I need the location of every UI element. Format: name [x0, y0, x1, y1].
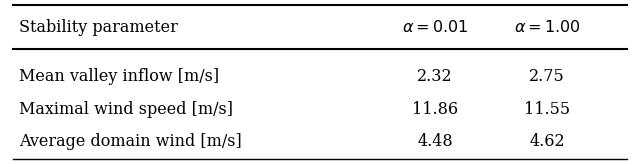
Text: $\alpha = 0.01$: $\alpha = 0.01$	[402, 19, 468, 36]
Text: Mean valley inflow [m/s]: Mean valley inflow [m/s]	[19, 68, 220, 85]
Text: Maximal wind speed [m/s]: Maximal wind speed [m/s]	[19, 101, 233, 118]
Text: 4.62: 4.62	[529, 133, 565, 150]
Text: Average domain wind [m/s]: Average domain wind [m/s]	[19, 133, 242, 150]
Text: 4.48: 4.48	[417, 133, 453, 150]
Text: Stability parameter: Stability parameter	[19, 19, 178, 36]
Text: 2.75: 2.75	[529, 68, 565, 85]
Text: $\alpha = 1.00$: $\alpha = 1.00$	[514, 19, 580, 36]
Text: 11.55: 11.55	[524, 101, 570, 118]
Text: 11.86: 11.86	[412, 101, 458, 118]
Text: 2.32: 2.32	[417, 68, 453, 85]
